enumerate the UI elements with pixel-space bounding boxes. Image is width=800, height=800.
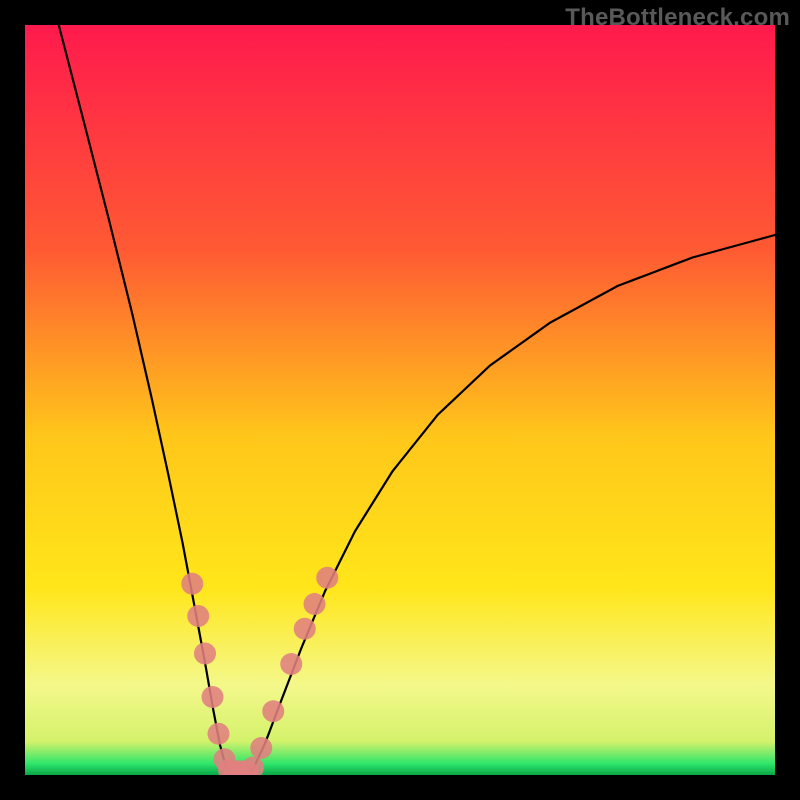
scatter-point	[181, 573, 203, 595]
scatter-point	[304, 593, 326, 615]
scatter-point	[187, 605, 209, 627]
scatter-point	[294, 618, 316, 640]
scatter-point	[194, 643, 216, 665]
scatter-point	[280, 653, 302, 675]
scatter-point	[316, 567, 338, 589]
bottleneck-chart	[0, 0, 800, 800]
scatter-point	[208, 723, 230, 745]
chart-background	[25, 25, 775, 775]
scatter-point	[262, 700, 284, 722]
scatter-point	[250, 737, 272, 759]
scatter-point	[202, 686, 224, 708]
attribution-text: TheBottleneck.com	[565, 4, 790, 32]
